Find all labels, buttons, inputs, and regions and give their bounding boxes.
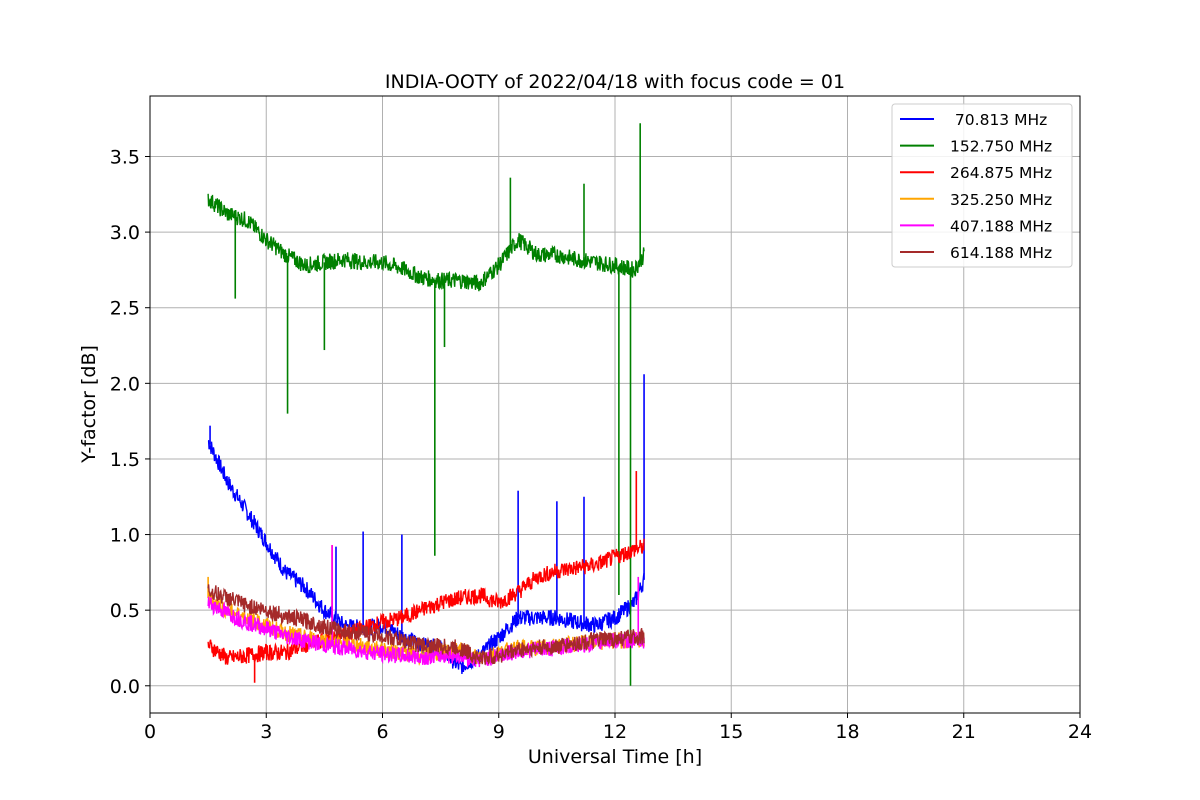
legend-label: 325.250 MHz: [950, 191, 1052, 209]
legend: 70.813 MHz 152.750 MHz 264.875 MHz 325.250 …: [891, 103, 1073, 268]
series-line-4: [207, 596, 645, 669]
grid: [150, 96, 1080, 713]
series-line-5: [207, 584, 645, 665]
y-tick-label: 1.0: [110, 525, 140, 547]
y-tick-label: 3.0: [110, 222, 140, 244]
legend-label: 614.188 MHz: [950, 244, 1052, 262]
x-tick-label: 21: [952, 721, 976, 743]
series-layer: [207, 123, 645, 686]
x-tick-label: 24: [1068, 721, 1092, 743]
y-tick-label: 0.0: [110, 676, 140, 698]
x-tick-label: 6: [376, 721, 388, 743]
legend-box: [891, 103, 1073, 268]
legend-label: 407.188 MHz: [950, 217, 1052, 235]
y-tick-label: 2.5: [110, 298, 140, 320]
y-axis-label: Y-factor [dB]: [78, 345, 100, 464]
x-tick-label: 3: [260, 721, 272, 743]
legend-label: 264.875 MHz: [950, 164, 1052, 182]
series-line-2: [207, 538, 645, 665]
y-tick-label: 3.5: [110, 146, 140, 168]
y-tick-label: 2.0: [110, 373, 140, 395]
x-tick-label: 18: [835, 721, 859, 743]
y-tick-label: 0.5: [110, 600, 140, 622]
x-tick-label: 9: [493, 721, 505, 743]
y-tick-label: 1.5: [110, 449, 140, 471]
legend-label: 152.750 MHz: [950, 138, 1052, 156]
x-tick-label: 12: [603, 721, 627, 743]
ticks: 0 3 6 9 12 15 18 21 24 0.0 0.5 1.0 1.5 2.0 2.5 3.0 3.5: [110, 146, 1092, 743]
legend-label: 70.813 MHz: [950, 111, 1047, 129]
x-tick-label: 15: [719, 721, 743, 743]
chart-title: INDIA-OOTY of 2022/04/18 with focus code…: [385, 71, 845, 93]
x-axis-label: Universal Time [h]: [528, 746, 702, 768]
series-line-1: [207, 193, 645, 292]
x-tick-label: 0: [144, 721, 156, 743]
